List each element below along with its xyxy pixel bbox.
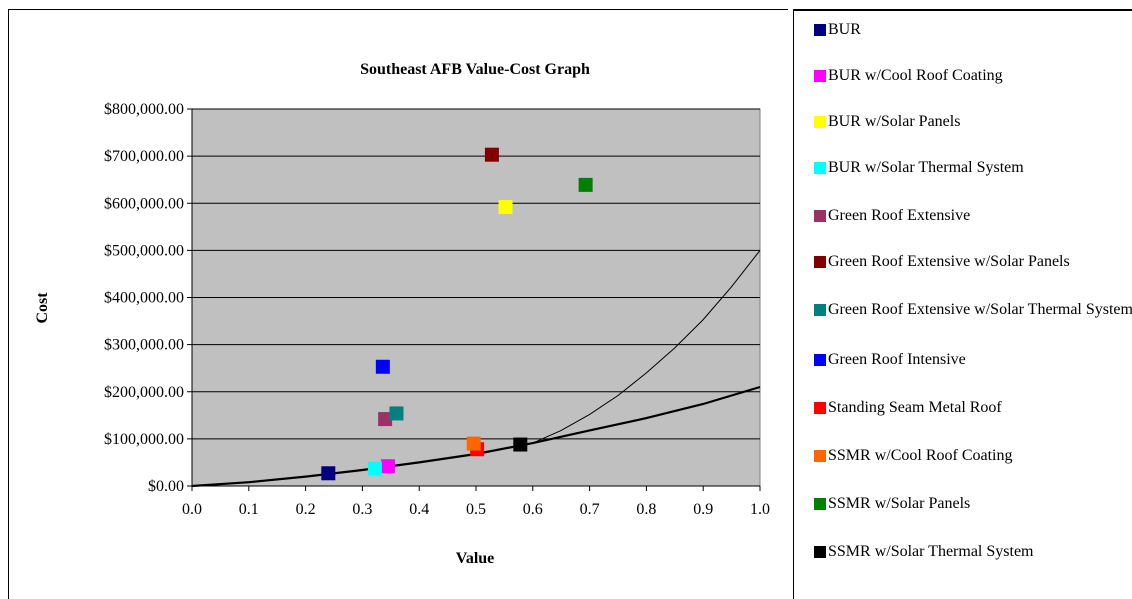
legend-label: Green Roof Extensive xyxy=(828,207,971,224)
chart-title: Southeast AFB Value-Cost Graph xyxy=(360,61,590,78)
y-axis-label: Cost xyxy=(34,292,51,324)
x-tick-label: 0.4 xyxy=(409,501,429,518)
data-point-4 xyxy=(367,461,382,476)
legend-item: BUR w/Solar Thermal System xyxy=(814,158,1132,178)
x-tick-label: 0.6 xyxy=(523,501,543,518)
y-tick-label: $700,000.00 xyxy=(104,148,184,165)
x-tick-label: 0.7 xyxy=(580,501,600,518)
y-tick-label: $0.00 xyxy=(148,478,184,495)
legend-label: BUR w/Cool Roof Coating xyxy=(828,67,1003,84)
legend-swatch xyxy=(814,24,826,36)
value-cost-chart: Southeast AFB Value-Cost Graph Value Cos… xyxy=(34,61,770,567)
legend-swatch xyxy=(814,210,826,222)
data-point-2 xyxy=(380,459,395,474)
legend-swatch xyxy=(814,450,826,462)
legend-label: Standing Seam Metal Roof xyxy=(828,399,1002,416)
data-point-11 xyxy=(578,177,593,192)
y-tick-label: $800,000.00 xyxy=(104,101,184,118)
legend-swatch xyxy=(814,70,826,82)
y-tick-label: $200,000.00 xyxy=(104,384,184,401)
data-point-7 xyxy=(389,406,404,421)
x-axis-label: Value xyxy=(456,550,495,567)
legend-label: BUR w/Solar Thermal System xyxy=(828,159,1024,176)
legend-swatch xyxy=(814,256,826,268)
legend-swatch xyxy=(814,116,826,128)
data-point-3 xyxy=(498,200,513,215)
x-tick-label: 0.0 xyxy=(182,501,202,518)
legend-item: Green Roof Intensive xyxy=(814,350,1132,370)
legend-label: SSMR w/Solar Panels xyxy=(828,495,971,512)
y-tick-label: $600,000.00 xyxy=(104,195,184,212)
x-tick-label: 0.3 xyxy=(352,501,372,518)
legend-item: SSMR w/Cool Roof Coating xyxy=(814,446,1132,466)
x-tick-label: 0.1 xyxy=(239,501,259,518)
legend-label: Green Roof Extensive w/Solar Thermal Sys… xyxy=(828,301,1132,318)
legend-item: SSMR w/Solar Panels xyxy=(814,494,1132,514)
data-point-8 xyxy=(375,359,390,374)
legend-item: Green Roof Extensive w/Solar Panels xyxy=(814,252,1132,272)
legend-swatch xyxy=(814,546,826,558)
legend-item: BUR xyxy=(814,20,1132,40)
y-tick-label: $400,000.00 xyxy=(104,290,184,307)
x-tick-label: 1.0 xyxy=(750,501,770,518)
x-tick-label: 0.5 xyxy=(466,501,486,518)
legend-swatch xyxy=(814,498,826,510)
legend-item: Green Roof Extensive w/Solar Thermal Sys… xyxy=(814,300,1132,320)
legend-swatch xyxy=(814,162,826,174)
y-tick-label: $100,000.00 xyxy=(104,431,184,448)
y-tick-label: $500,000.00 xyxy=(104,242,184,259)
legend-item: SSMR w/Solar Thermal System xyxy=(814,542,1132,562)
legend-label: Green Roof Intensive xyxy=(828,351,966,368)
x-tick-label: 0.2 xyxy=(296,501,316,518)
data-point-5 xyxy=(378,412,393,427)
data-point-1 xyxy=(321,466,336,481)
legend-swatch xyxy=(814,354,826,366)
plot-area: $0.00 $100,000.00 $200,000.00 $300,000.00 $4… xyxy=(104,101,770,518)
x-tick-label: 0.9 xyxy=(693,501,713,518)
value-cost-curve-thin xyxy=(532,250,761,444)
data-point-10 xyxy=(466,436,481,451)
legend-label: Green Roof Extensive w/Solar Panels xyxy=(828,253,1070,270)
legend-label: SSMR w/Solar Thermal System xyxy=(828,543,1034,560)
legend-label: SSMR w/Cool Roof Coating xyxy=(828,447,1013,464)
legend-swatch xyxy=(814,402,826,414)
legend-item: BUR w/Cool Roof Coating xyxy=(814,66,1132,86)
legend-swatch xyxy=(814,304,826,316)
legend-label: BUR xyxy=(828,21,861,38)
legend-item: Standing Seam Metal Roof xyxy=(814,398,1132,418)
legend-item: Green Roof Extensive xyxy=(814,206,1132,226)
legend: BUR BUR w/Cool Roof Coating BUR w/Solar Pa… xyxy=(793,9,1132,599)
chart-frame: Southeast AFB Value-Cost Graph Value Cos… xyxy=(8,9,788,599)
x-tick-label: 0.8 xyxy=(636,501,656,518)
legend-label: BUR w/Solar Panels xyxy=(828,113,961,130)
y-tick-label: $300,000.00 xyxy=(104,337,184,354)
data-point-12 xyxy=(513,437,528,452)
legend-item: BUR w/Solar Panels xyxy=(814,112,1132,132)
data-point-6 xyxy=(484,147,499,162)
